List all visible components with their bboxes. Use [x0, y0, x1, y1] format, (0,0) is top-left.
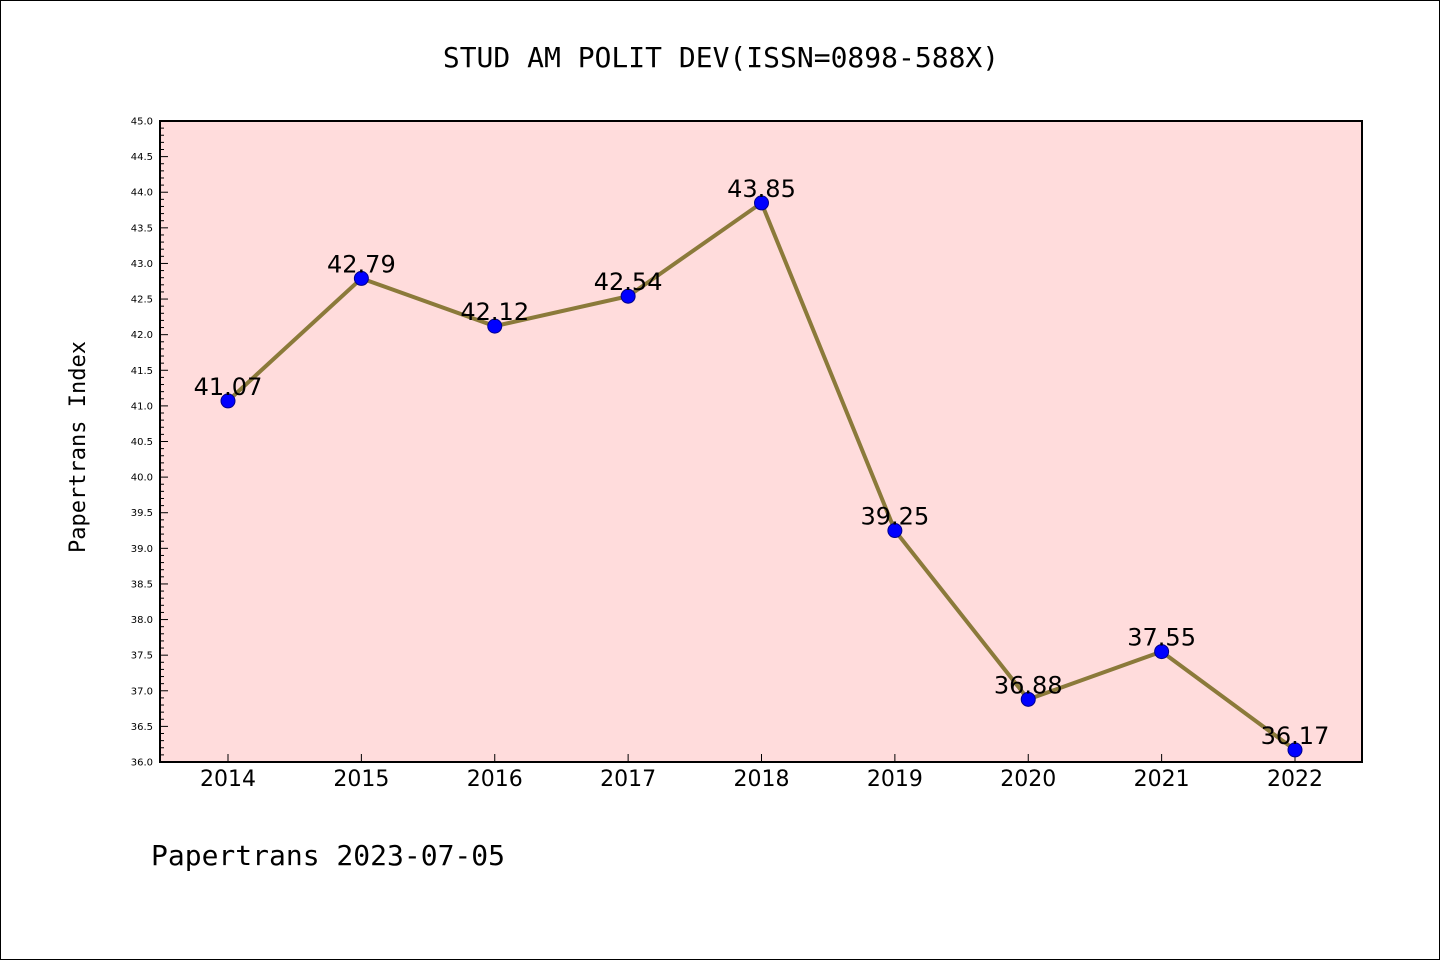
data-labels: 41.07 42.79 42.12 42.54 43.85 39.25 36.88 37.55…	[194, 175, 1330, 750]
data-label: 42.12	[460, 298, 529, 326]
data-label: 36.17	[1261, 722, 1330, 750]
data-point	[353, 270, 369, 286]
y-tick-label: 38.0	[131, 615, 153, 626]
data-point	[1020, 691, 1036, 707]
x-tick-label: 2018	[734, 767, 790, 792]
y-tick-label: 44.0	[131, 188, 153, 199]
y-axis: 36.0 36.5 37.0 37.5 38.0 38.5 39.0 39.5 40.0 40.5…	[131, 117, 168, 769]
chart-title: STUD AM POLIT DEV(ISSN=0898-588X)	[443, 41, 999, 74]
data-label: 37.55	[1127, 624, 1196, 652]
y-axis-label: Papertrans Index	[66, 341, 91, 553]
x-tick-label: 2021	[1134, 767, 1190, 792]
y-tick-label: 41.5	[131, 366, 153, 377]
y-tick-label: 40.5	[131, 437, 153, 448]
y-tick-label: 39.0	[131, 544, 153, 555]
y-tick-label: 42.5	[131, 295, 153, 306]
footer-note: Papertrans 2023-07-05	[151, 839, 505, 872]
y-tick-label: 43.5	[131, 223, 153, 234]
y-tick-label: 42.0	[131, 330, 153, 341]
x-tick-label: 2014	[200, 767, 256, 792]
x-tick-label: 2019	[867, 767, 923, 792]
data-label: 42.54	[594, 268, 663, 296]
y-tick-label: 37.5	[131, 651, 153, 662]
data-label: 43.85	[727, 175, 796, 203]
data-label: 42.79	[327, 250, 396, 278]
x-tick-label: 2016	[467, 767, 523, 792]
y-tick-label: 45.0	[131, 117, 153, 128]
data-point	[620, 288, 636, 304]
y-tick-label: 43.0	[131, 259, 153, 270]
y-tick-label: 44.5	[131, 152, 153, 163]
x-tick-label: 2022	[1267, 767, 1323, 792]
y-tick-label: 41.0	[131, 401, 153, 412]
x-axis: 2014 2015 2016 2017 2018 2019 2020 2021 2022	[200, 754, 1323, 792]
data-label: 41.07	[194, 373, 263, 401]
data-label: 36.88	[994, 671, 1063, 699]
series-layer	[220, 195, 1303, 758]
y-tick-label: 36.5	[131, 722, 153, 733]
data-point	[220, 393, 236, 409]
y-tick-label: 37.0	[131, 686, 153, 697]
y-tick-label: 36.0	[131, 758, 153, 769]
y-tick-label: 40.0	[131, 473, 153, 484]
x-tick-label: 2020	[1000, 767, 1056, 792]
data-point	[754, 195, 769, 211]
data-label: 39.25	[861, 503, 930, 531]
x-tick-label: 2015	[333, 767, 389, 792]
x-tick-label: 2017	[600, 767, 656, 792]
y-tick-label: 38.5	[131, 579, 153, 590]
data-point	[887, 523, 903, 539]
data-point	[487, 318, 503, 334]
y-tick-label: 39.5	[131, 508, 153, 519]
data-point	[1287, 742, 1303, 758]
data-point	[1154, 644, 1170, 660]
